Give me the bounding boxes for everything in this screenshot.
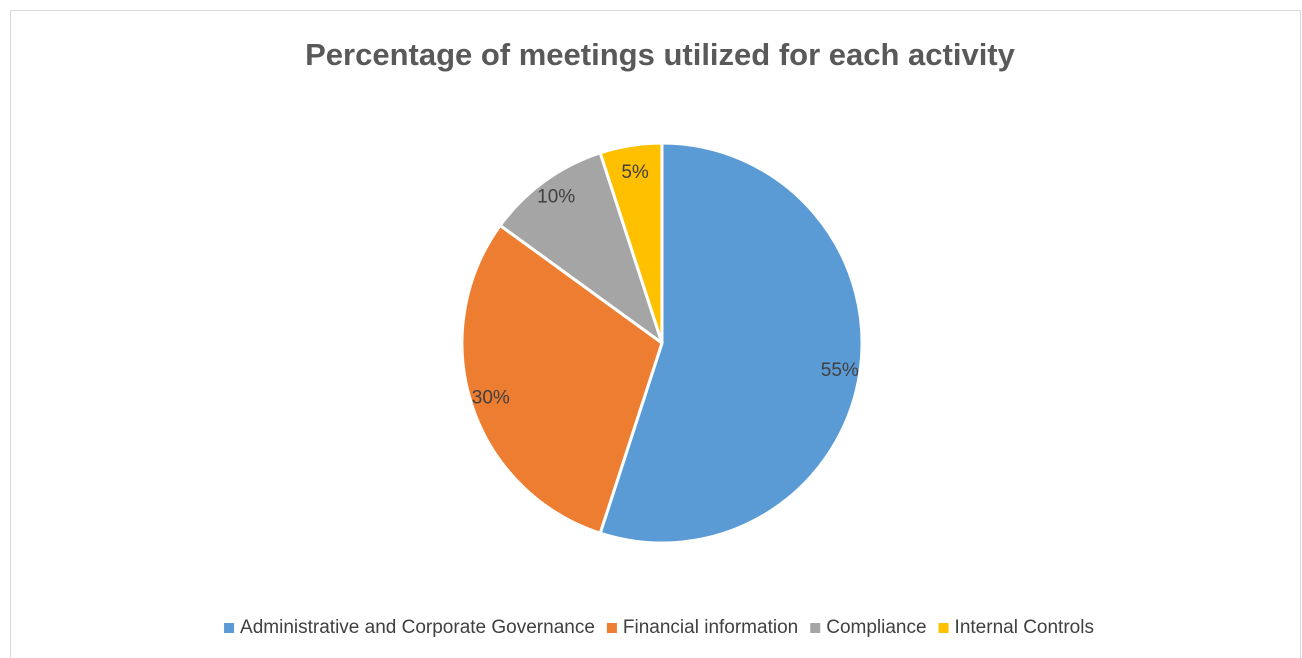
chart-title: Percentage of meetings utilized for each… xyxy=(305,37,1016,72)
legend-swatch xyxy=(606,623,617,633)
legend-label: Administrative and Corporate Governance xyxy=(240,617,595,638)
data-label: 30% xyxy=(472,388,510,409)
legend-swatch xyxy=(810,623,821,633)
legend-label: Compliance xyxy=(826,617,926,638)
legend-label: Internal Controls xyxy=(955,617,1094,638)
pie-slice xyxy=(460,223,664,535)
legend-label: Financial information xyxy=(623,617,798,638)
data-label: 55% xyxy=(821,360,859,381)
pie-slice xyxy=(498,151,664,345)
legend-swatch xyxy=(938,623,949,633)
legend: Administrative and Corporate Governance F… xyxy=(224,617,1094,638)
legend-swatch xyxy=(224,623,235,633)
pie-slice xyxy=(598,141,664,345)
data-label: 5% xyxy=(621,162,649,183)
pie-slice xyxy=(598,141,864,545)
data-label: 10% xyxy=(537,186,575,207)
pie: 55% 30% 10% 5% xyxy=(460,141,864,545)
